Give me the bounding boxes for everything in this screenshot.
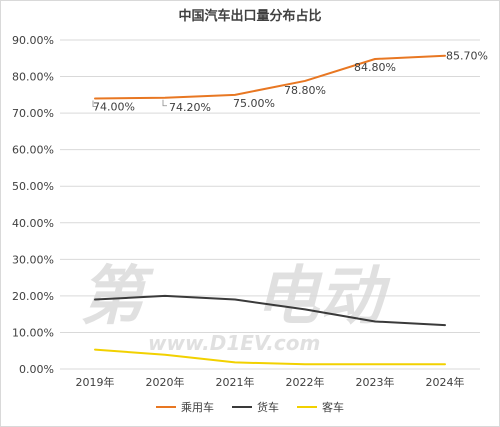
- y-tick-label: 10.00%: [12, 326, 54, 339]
- y-tick-label: 0.00%: [19, 363, 54, 376]
- data-label: 75.00%: [233, 97, 275, 110]
- legend-label: 客车: [322, 400, 344, 414]
- legend-item-1[interactable]: 乘用车: [156, 400, 214, 414]
- y-tick-label: 70.00%: [12, 107, 54, 120]
- legend-item-3[interactable]: 客车: [297, 400, 344, 414]
- watermark: 第 电动 www.D1EV.com: [80, 260, 391, 355]
- x-tick-label: 2022年: [286, 375, 325, 389]
- x-tick-label: 2021年: [216, 375, 255, 389]
- data-label: 85.70%: [446, 50, 488, 63]
- y-tick-label: 20.00%: [12, 290, 54, 303]
- watermark-url: www.D1EV.com: [148, 331, 320, 355]
- legend-label: 货车: [257, 400, 279, 414]
- y-tick-label: 60.00%: [12, 144, 54, 157]
- legend-label: 乘用车: [181, 400, 214, 414]
- watermark-right: 电动: [255, 260, 391, 334]
- chart-title: 中国汽车出口量分布占比: [178, 8, 321, 24]
- y-tick-label: 30.00%: [12, 253, 54, 266]
- x-axis: 2019年 2020年 2021年 2022年 2023年 2024年: [76, 375, 465, 389]
- data-label: 84.80%: [354, 61, 396, 74]
- data-labels: 74.00% 74.20% 75.00% 78.80% 84.80% 85.70%: [92, 50, 488, 114]
- y-tick-label: 50.00%: [12, 180, 54, 193]
- y-tick-label: 80.00%: [12, 71, 54, 84]
- series-line-3: [94, 348, 446, 366]
- x-tick-label: 2023年: [356, 375, 395, 389]
- data-label: 74.00%: [93, 100, 135, 113]
- series-line-2: [94, 294, 446, 327]
- y-tick-label: 90.00%: [12, 34, 54, 47]
- data-label: 74.20%: [169, 101, 211, 114]
- series-line-1: [94, 54, 446, 100]
- y-axis: 0.00% 10.00% 20.00% 30.00% 40.00% 50.00% 60.00…: [12, 34, 54, 376]
- x-tick-label: 2020年: [146, 375, 185, 389]
- label-leader-line: [92, 100, 97, 107]
- label-leader-line: [162, 99, 167, 107]
- x-tick-label: 2019年: [76, 375, 115, 389]
- gridlines: [60, 39, 480, 370]
- legend-item-2[interactable]: 货车: [232, 400, 279, 414]
- x-tick-label: 2024年: [426, 375, 465, 389]
- y-tick-label: 40.00%: [12, 217, 54, 230]
- data-label: 78.80%: [284, 84, 326, 97]
- legend[interactable]: 乘用车 货车 客车: [156, 400, 344, 414]
- series-group: [94, 54, 446, 366]
